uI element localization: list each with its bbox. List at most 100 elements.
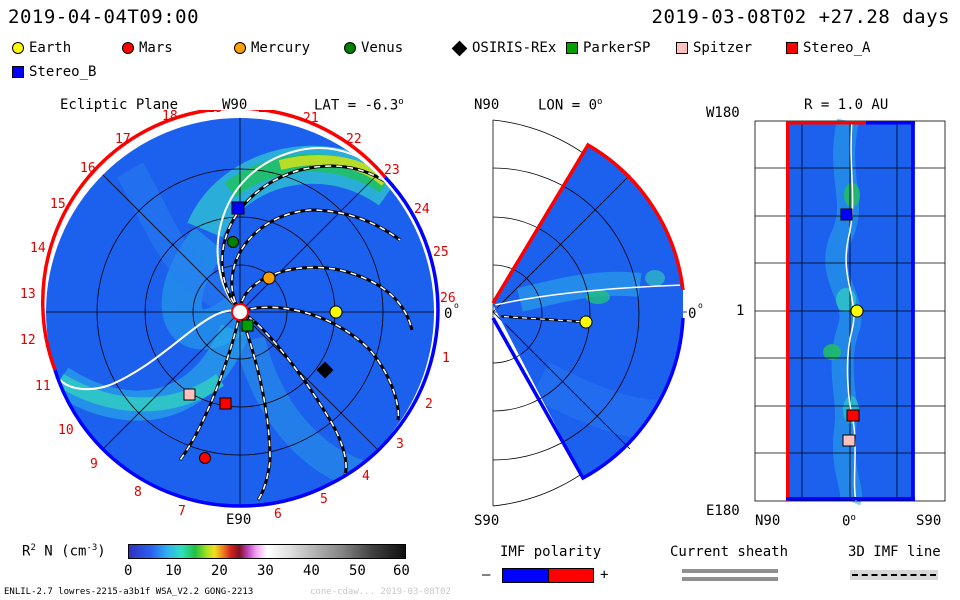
legend-stereo-a: Stereo_A bbox=[786, 40, 870, 56]
sector-number: 3 bbox=[396, 437, 404, 452]
stereo-b-marker-icon bbox=[12, 66, 24, 78]
stereo-a-marker bbox=[219, 397, 232, 410]
ecliptic-polarity-rim-negative bbox=[239, 175, 440, 508]
current-sheath-line-1 bbox=[682, 569, 778, 573]
meridional-rim-positive bbox=[491, 142, 685, 304]
meridional-plot: 0 o bbox=[491, 119, 703, 507]
degree-symbol: o bbox=[398, 97, 404, 107]
ecliptic-right-label: 0 bbox=[444, 306, 452, 322]
sun-icon bbox=[231, 303, 249, 321]
legend-label: Stereo_B bbox=[29, 64, 97, 80]
lon-value: LON = 0 bbox=[538, 97, 598, 114]
sector-number: 8 bbox=[134, 485, 142, 500]
mercury-marker-icon bbox=[234, 42, 246, 54]
ecliptic-bottom-label: E90 bbox=[226, 512, 251, 528]
meridional-top-label: N90 bbox=[474, 97, 500, 113]
sector-number: 7 bbox=[178, 504, 186, 519]
sector-number: 25 bbox=[433, 245, 449, 260]
sector-number: 2 bbox=[425, 397, 433, 412]
legend-spitzer: Spitzer bbox=[676, 40, 752, 56]
ecliptic-top-label: W90 bbox=[222, 97, 248, 113]
ecliptic-polarity-rim-negative-2 bbox=[53, 369, 241, 508]
radial-top-left-label: W180 bbox=[706, 105, 740, 121]
sector-number: 6 bbox=[274, 507, 282, 522]
mars-marker bbox=[199, 452, 211, 464]
legend-osiris-rex: OSIRIS-REx bbox=[451, 40, 557, 56]
imf-polarity-negative-swatch bbox=[502, 568, 550, 583]
mercury-marker bbox=[262, 271, 276, 285]
sector-number: 5 bbox=[320, 492, 328, 507]
colorbar-label: R2 N (cm-3) bbox=[22, 543, 106, 560]
legend-label: Venus bbox=[361, 40, 404, 56]
legend-label: Mars bbox=[139, 40, 173, 56]
osiris-rex-marker-icon bbox=[451, 40, 468, 56]
radial-border-top-positive bbox=[786, 121, 866, 125]
sector-number: 16 bbox=[80, 161, 96, 176]
label-part: N (cm bbox=[35, 543, 87, 560]
spitzer-marker bbox=[183, 388, 196, 401]
radial-border-negative bbox=[911, 121, 915, 501]
radial-bottom-label-0: 0o bbox=[842, 513, 856, 530]
legend-label: Earth bbox=[29, 40, 72, 56]
legend-mercury: Mercury bbox=[234, 40, 310, 56]
legend-label: Stereo_A bbox=[803, 40, 871, 56]
sector-number: 22 bbox=[346, 132, 362, 147]
radial-mid-left-label: 1 bbox=[736, 303, 745, 319]
colorbar-tick: 40 bbox=[303, 563, 320, 579]
degree-symbol: o bbox=[597, 97, 603, 107]
meridional-rim-negative bbox=[491, 317, 685, 481]
radial-border-top-negative bbox=[866, 121, 915, 125]
label-sup: -3 bbox=[86, 543, 98, 553]
stereo-a-marker bbox=[846, 409, 860, 422]
legend-venus: Venus bbox=[344, 40, 403, 56]
radial-plot bbox=[754, 118, 946, 506]
imf-polarity-plus: + bbox=[600, 567, 609, 583]
degree-symbol: o bbox=[698, 301, 703, 310]
sector-number: 26 bbox=[440, 291, 456, 306]
zero-value: 0 bbox=[842, 513, 851, 530]
degree-symbol: o bbox=[850, 513, 856, 523]
run-datetime: 2019-03-08T02 +27.28 days bbox=[651, 6, 950, 28]
stereo-b-marker bbox=[840, 208, 853, 221]
parkersp-marker-icon bbox=[566, 42, 578, 54]
imf-line-swatch bbox=[852, 574, 936, 576]
current-sheath-line-2 bbox=[682, 577, 778, 581]
meridional-lon-label: LON = 0o bbox=[538, 97, 602, 114]
sector-number: 17 bbox=[115, 132, 131, 147]
model-info: ENLIL-2.7 lowres-2215-a3b1f WSA_V2.2 GON… bbox=[4, 587, 254, 597]
stereo-b-marker bbox=[231, 201, 245, 215]
imf-polarity-minus: – bbox=[482, 567, 491, 583]
radial-border-bottom-negative bbox=[786, 497, 915, 501]
radial-bottom-label-n90: N90 bbox=[755, 513, 781, 529]
ecliptic-plane-plot: 1 2 3 4 5 6 7 8 9 10 11 12 13 14 15 16 1… bbox=[20, 110, 459, 528]
earth-marker bbox=[329, 305, 343, 319]
ecliptic-lat-label: LAT = -6.3o bbox=[314, 97, 404, 114]
label-sup: 2 bbox=[30, 543, 36, 553]
venus-marker-icon bbox=[344, 42, 356, 54]
stereo-a-marker-icon bbox=[786, 42, 798, 54]
meridional-bottom-label: S90 bbox=[474, 513, 500, 529]
sector-number: 13 bbox=[20, 287, 36, 302]
legend-label: ParkerSP bbox=[583, 40, 651, 56]
degree-symbol: o bbox=[454, 301, 459, 310]
legend-parkersp: ParkerSP bbox=[566, 40, 650, 56]
earth-marker bbox=[579, 315, 593, 329]
ecliptic-polarity-rim-positive bbox=[40, 110, 387, 371]
forecast-datetime: 2019-04-04T09:00 bbox=[8, 6, 200, 28]
label-part: R bbox=[22, 543, 31, 560]
sector-number: 1 bbox=[442, 351, 450, 366]
sector-number: 4 bbox=[362, 469, 370, 484]
label-part: ) bbox=[97, 543, 106, 560]
spitzer-marker-icon bbox=[676, 42, 688, 54]
sector-number: 14 bbox=[30, 241, 46, 256]
legend-label: OSIRIS-REx bbox=[472, 40, 557, 56]
imf-polarity-title: IMF polarity bbox=[500, 544, 602, 560]
imf-line-title: 3D IMF line bbox=[848, 544, 941, 560]
radial-bottom-left-label: E180 bbox=[706, 503, 740, 519]
colorbar-tick: 50 bbox=[349, 563, 366, 579]
run-id: cone-cdaw... 2019-03-08T02 bbox=[310, 587, 451, 597]
osiris-rex-marker bbox=[316, 361, 334, 379]
sector-numbers: 1 2 3 4 5 6 7 8 9 10 11 12 13 14 15 16 1… bbox=[20, 110, 456, 522]
sector-number: 9 bbox=[90, 457, 98, 472]
mars-marker-icon bbox=[122, 42, 134, 54]
